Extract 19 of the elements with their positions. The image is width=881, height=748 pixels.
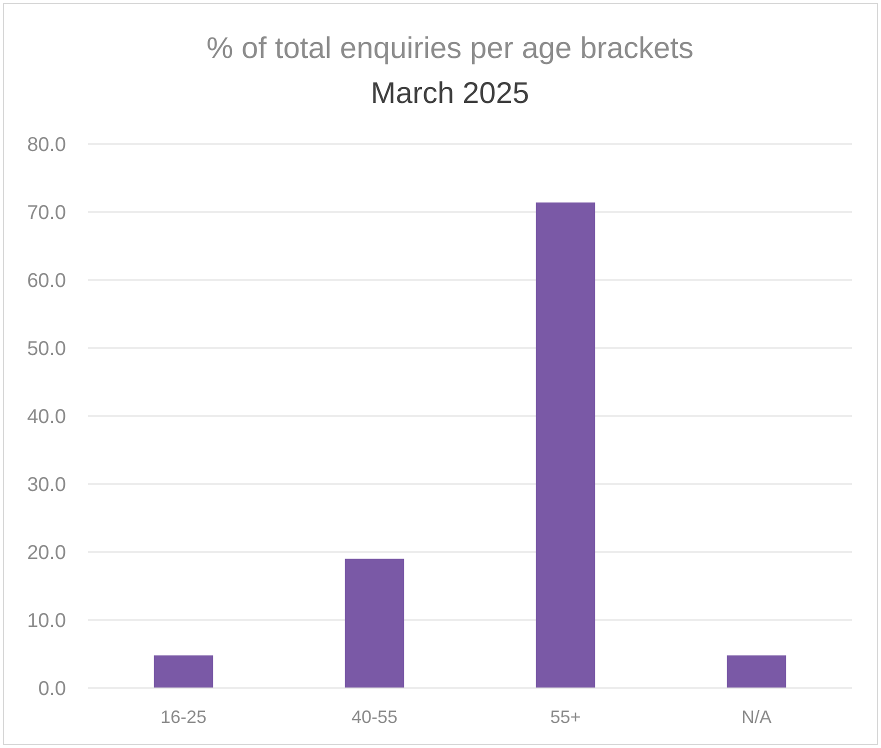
x-tick-label: 55+ bbox=[550, 707, 581, 727]
y-tick-label: 10.0 bbox=[27, 610, 66, 632]
bar bbox=[726, 655, 786, 688]
y-tick-label: 30.0 bbox=[27, 474, 66, 496]
y-tick-label: 80.0 bbox=[27, 134, 66, 156]
x-tick-label: 40-55 bbox=[351, 707, 398, 727]
y-tick-label: 70.0 bbox=[27, 202, 66, 224]
y-tick-label: 50.0 bbox=[27, 338, 66, 360]
y-tick-label: 0.0 bbox=[38, 678, 66, 700]
y-tick-label: 40.0 bbox=[27, 406, 66, 428]
x-tick-label: 16-25 bbox=[160, 707, 207, 727]
y-tick-label: 20.0 bbox=[27, 542, 66, 564]
x-tick-label: N/A bbox=[741, 707, 772, 727]
chart-title: % of total enquiries per age brackets bbox=[206, 32, 694, 65]
bar bbox=[154, 655, 214, 688]
chart-subtitle: March 2025 bbox=[370, 77, 530, 110]
bar bbox=[536, 202, 596, 688]
y-tick-label: 60.0 bbox=[27, 270, 66, 292]
bar bbox=[344, 558, 404, 688]
